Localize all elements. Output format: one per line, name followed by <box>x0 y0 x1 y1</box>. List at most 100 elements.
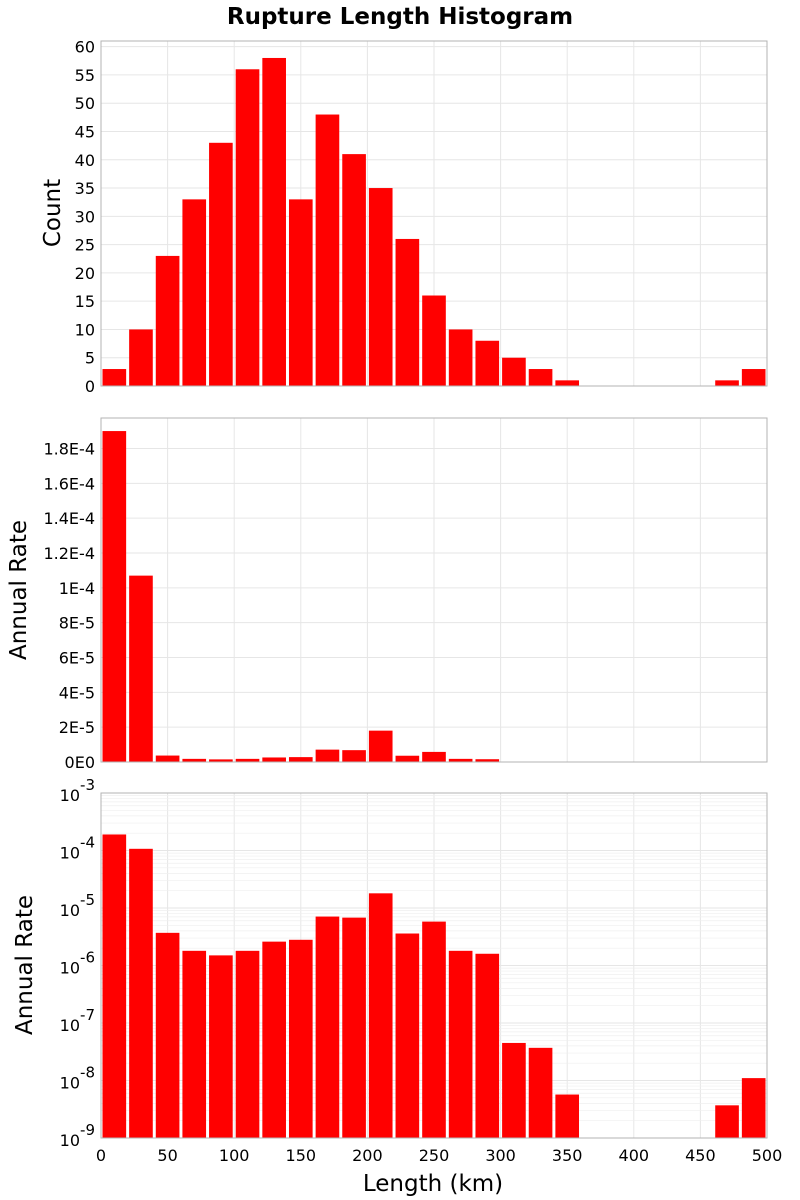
x-tick-label: 400 <box>619 1146 650 1165</box>
y-tick-label: 15 <box>75 292 95 311</box>
y-axis-label: Annual Rate <box>6 520 32 660</box>
histogram-bar <box>155 255 180 386</box>
histogram-bar <box>155 755 180 762</box>
plot-frame <box>100 417 768 763</box>
x-tick-label: 350 <box>552 1146 583 1165</box>
histogram-bar <box>395 755 420 762</box>
histogram-bar <box>129 848 153 1138</box>
histogram-bar <box>235 69 260 386</box>
y-tick-label: 10-6 <box>60 949 95 978</box>
y-tick-label: 40 <box>75 151 95 170</box>
histogram-bar <box>475 340 500 386</box>
x-tick-label: 500 <box>752 1146 783 1165</box>
histogram-bar <box>422 295 446 386</box>
histogram-bar <box>315 749 340 762</box>
histogram-bar <box>288 757 313 762</box>
histogram-bar <box>448 950 473 1138</box>
histogram-bar <box>182 950 207 1138</box>
histogram-bar <box>395 238 420 386</box>
y-tick-label: 30 <box>75 207 95 226</box>
histogram-bar <box>342 154 366 386</box>
y-tick-label: 5 <box>85 349 95 368</box>
y-tick-label: 1.8E-4 <box>43 439 95 458</box>
histogram-bar <box>235 758 260 762</box>
histogram-bar <box>209 955 233 1138</box>
histogram-bar <box>368 730 393 762</box>
y-tick-label: 10-3 <box>60 776 95 805</box>
y-tick-label: 10-7 <box>60 1006 95 1035</box>
y-tick-label: 1.6E-4 <box>43 474 95 493</box>
histogram-bar <box>315 114 340 386</box>
histogram-bar <box>741 1078 766 1138</box>
histogram-bar <box>262 941 286 1138</box>
y-tick-label: 2E-5 <box>59 718 95 737</box>
histogram-bar <box>528 369 553 386</box>
y-tick-label: 0 <box>85 377 95 396</box>
y-tick-label: 10 <box>75 320 95 339</box>
y-tick-label: 1.4E-4 <box>43 509 95 528</box>
histogram-bar <box>555 380 580 386</box>
y-tick-label: 4E-5 <box>59 683 95 702</box>
y-tick-label: 55 <box>75 66 95 85</box>
histogram-bar <box>715 380 739 386</box>
histogram-bar <box>129 575 153 762</box>
histogram-bar <box>342 750 366 762</box>
y-tick-label: 10-5 <box>60 891 95 920</box>
y-tick-label: 10-8 <box>60 1064 95 1093</box>
histogram-bar <box>555 1094 580 1138</box>
y-tick-label: 25 <box>75 236 95 255</box>
histogram-bar <box>368 893 393 1138</box>
x-tick-label: 50 <box>157 1146 177 1165</box>
y-axis-label: Count <box>40 179 66 247</box>
histogram-bar <box>129 329 153 386</box>
y-tick-label: 60 <box>75 38 95 57</box>
x-tick-label: 200 <box>352 1146 383 1165</box>
y-tick-label: 1E-4 <box>59 579 95 598</box>
y-tick-label: 1.2E-4 <box>43 544 95 563</box>
y-tick-label: 10-4 <box>60 834 95 863</box>
histogram-bar <box>209 759 233 762</box>
y-axis-label: Annual Rate <box>12 895 38 1035</box>
x-tick-label: 250 <box>419 1146 450 1165</box>
y-tick-label: 50 <box>75 94 95 113</box>
y-tick-label: 20 <box>75 264 95 283</box>
histogram-bar <box>422 921 446 1138</box>
plots-group: 0 5 10 15 20 25 30 35 40 45 50 55 60 Count 0E0 2E-5 4E-5… <box>6 38 782 1165</box>
histogram-bar <box>475 759 500 762</box>
y-tick-label: 10-9 <box>60 1121 95 1150</box>
chart-title: Rupture Length Histogram <box>227 4 573 30</box>
histogram-bar <box>155 932 180 1138</box>
histogram-bar <box>475 953 500 1138</box>
histogram-bar <box>448 329 473 386</box>
histogram-bar <box>342 917 366 1138</box>
histogram-bar <box>528 1047 553 1138</box>
histogram-bar <box>209 142 233 386</box>
x-tick-label: 0 <box>96 1146 106 1165</box>
histogram-bar <box>182 758 207 762</box>
x-tick-label: 300 <box>485 1146 516 1165</box>
histogram-bar <box>315 916 340 1138</box>
histogram-bar <box>102 431 127 762</box>
histogram-bar <box>448 758 473 762</box>
histogram-bar <box>288 199 313 386</box>
histogram-bar <box>235 950 260 1138</box>
x-tick-label: 450 <box>685 1146 716 1165</box>
histogram-bar <box>715 1105 739 1138</box>
histogram-bar <box>182 199 207 386</box>
y-tick-label: 45 <box>75 122 95 141</box>
y-tick-label: 0E0 <box>65 753 95 772</box>
x-tick-label: 150 <box>286 1146 317 1165</box>
histogram-bar <box>102 369 127 386</box>
x-tick-label: 100 <box>219 1146 250 1165</box>
plot-frame <box>100 40 768 387</box>
histogram-bar <box>502 357 526 386</box>
histogram-bar <box>288 939 313 1138</box>
x-axis-label: Length (km) <box>363 1171 503 1197</box>
y-tick-label: 6E-5 <box>59 648 95 667</box>
plot-frame <box>100 792 768 1139</box>
histogram-bar <box>422 751 446 762</box>
y-tick-label: 8E-5 <box>59 614 95 633</box>
histogram-bar <box>502 1042 526 1138</box>
histogram-bar <box>102 834 127 1138</box>
